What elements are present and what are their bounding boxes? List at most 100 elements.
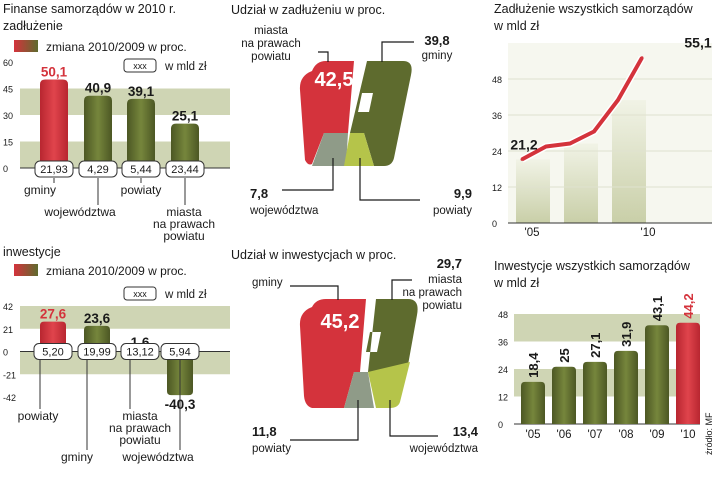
amount-label: 5,20 (42, 347, 63, 359)
category-label: województwa (121, 450, 194, 464)
slice-value: 29,7 (437, 256, 462, 271)
total-invest-bars: 18,4 25 27,1 31,9 43,1 44,2 (521, 293, 700, 424)
bar-value-label: 23,6 (84, 311, 111, 326)
y-tick-label: 0 (498, 420, 503, 430)
unit-label: w mld zł (164, 289, 207, 301)
y-tick-label: 12 (498, 393, 508, 403)
bar-value-label: 25 (557, 348, 572, 362)
slice-value: 11,8 (252, 424, 277, 439)
total-debt-title: Zadłużenie wszystkich samorządów (494, 2, 694, 16)
category-label: powiaty (18, 409, 59, 423)
slice-powiaty (344, 372, 374, 408)
bar (552, 366, 576, 424)
slice-value: 9,9 (454, 186, 472, 201)
invest-share-title: Udział w inwestycjach w proc. (231, 248, 396, 262)
bar-value-label: 40,9 (85, 81, 111, 96)
y-tick-label: 24 (492, 147, 502, 157)
debt-value-labels: 50,1 40,9 39,1 25,1 (41, 64, 199, 123)
invest-y-ticks: 42 21 0 -21 -42 (3, 302, 16, 403)
debt-share-panel: Udział w zadłużeniu w proc. 42,5 39,8 gm… (231, 3, 472, 217)
amount-box (120, 343, 160, 360)
legend-swatch (14, 264, 38, 276)
amount-label: 13,12 (126, 347, 154, 359)
total-debt-point-labels: 21,2 55,1 (510, 35, 711, 153)
y-tick-label: -21 (3, 370, 16, 380)
invest-share-panel: Udział w inwestycjach w proc. 45,2 gminy… (231, 248, 479, 455)
unit-box (123, 286, 157, 301)
invest-amount-boxes: 5,20 19,99 13,12 5,94 (33, 343, 200, 360)
total-invest-unit: w mld zł (493, 276, 539, 290)
slice-label: gminy (252, 277, 283, 289)
slice-label: województwa (409, 443, 479, 455)
line-point (640, 56, 644, 60)
category-label: na prawach (109, 421, 171, 435)
leader-line (389, 400, 438, 437)
line-point (520, 157, 524, 161)
leader-line (391, 279, 412, 300)
column-band (564, 143, 598, 223)
bar-value-label: 27,6 (40, 307, 67, 322)
bar (583, 361, 607, 424)
leader-line (290, 400, 359, 441)
y-tick-label: 36 (492, 111, 502, 121)
category-label: gminy (24, 183, 56, 197)
bar (676, 322, 700, 424)
point-label: 21,2 (510, 136, 537, 152)
slice-wojewodztwa (368, 362, 410, 408)
slice-label-line: na prawach (403, 287, 462, 299)
x-tick-label: '10 (641, 227, 656, 239)
slice-value: 7,8 (250, 186, 268, 201)
bar-value-label: 25,1 (172, 109, 199, 124)
y-tick-label: 60 (3, 58, 13, 68)
slice-powiaty (344, 133, 374, 166)
x-tick-label: '07 (588, 429, 603, 441)
total-debt-line (520, 55, 646, 163)
category-label: powiaty (121, 183, 162, 197)
total-debt-panel: Zadłużenie wszystkich samorządów w mld z… (492, 2, 712, 239)
bar (40, 79, 68, 168)
y-tick-label: 24 (498, 365, 508, 375)
leader-line (381, 41, 414, 62)
debt-change-panel: Finanse samorządów w 2010 r. zadłużenie … (3, 2, 230, 243)
bar (171, 123, 199, 168)
debt-subtitle: zadłużenie (3, 19, 63, 33)
debt-y-ticks: 60 45 30 15 0 (3, 58, 13, 174)
invest-value-labels: 27,6 23,61,6-40,3 (40, 307, 196, 413)
line-point (568, 142, 572, 145)
x-tick-label: '10 (681, 429, 696, 441)
total-invest-y-ticks: 48 36 24 12 0 (498, 310, 508, 430)
x-tick-label: '06 (557, 429, 572, 441)
bar (84, 95, 112, 168)
leader-line (318, 51, 329, 62)
total-invest-title: Inwestycje wszystkich samorządów (494, 259, 691, 273)
line-point (544, 145, 548, 148)
category-label: miasta (122, 409, 158, 423)
amount-box (78, 160, 118, 178)
y-tick-label: 12 (492, 183, 502, 193)
bar-value-label: 27,1 (588, 333, 603, 358)
y-tick-label: 42 (3, 302, 13, 312)
total-debt-unit: w mld zł (493, 19, 539, 33)
slice-value: 42,5 (315, 69, 354, 91)
amount-box (121, 160, 161, 178)
slice-value: 39,8 (424, 33, 449, 48)
y-tick-label: 0 (3, 348, 8, 358)
amount-box (33, 343, 73, 360)
invest-change-panel: inwestycje zmiana 2010/2009 w proc. xxx … (3, 245, 230, 464)
y-tick-label: 48 (492, 75, 502, 85)
y-tick-label: 48 (498, 310, 508, 320)
bar (614, 350, 638, 424)
slice-wojewodztwa (312, 133, 348, 166)
bar-value-label: 39,1 (128, 84, 155, 99)
slice-label-line: powiatu (251, 51, 291, 63)
bar-value-label: 50,1 (41, 64, 68, 79)
grid-band (20, 306, 230, 329)
x-tick-label: '05 (525, 227, 540, 239)
leader-line (290, 285, 339, 300)
amount-label: 5,94 (169, 347, 190, 359)
y-tick-label: -42 (3, 393, 16, 403)
slice-value: 13,4 (453, 424, 479, 439)
unit-box-text: xxx (133, 289, 147, 299)
